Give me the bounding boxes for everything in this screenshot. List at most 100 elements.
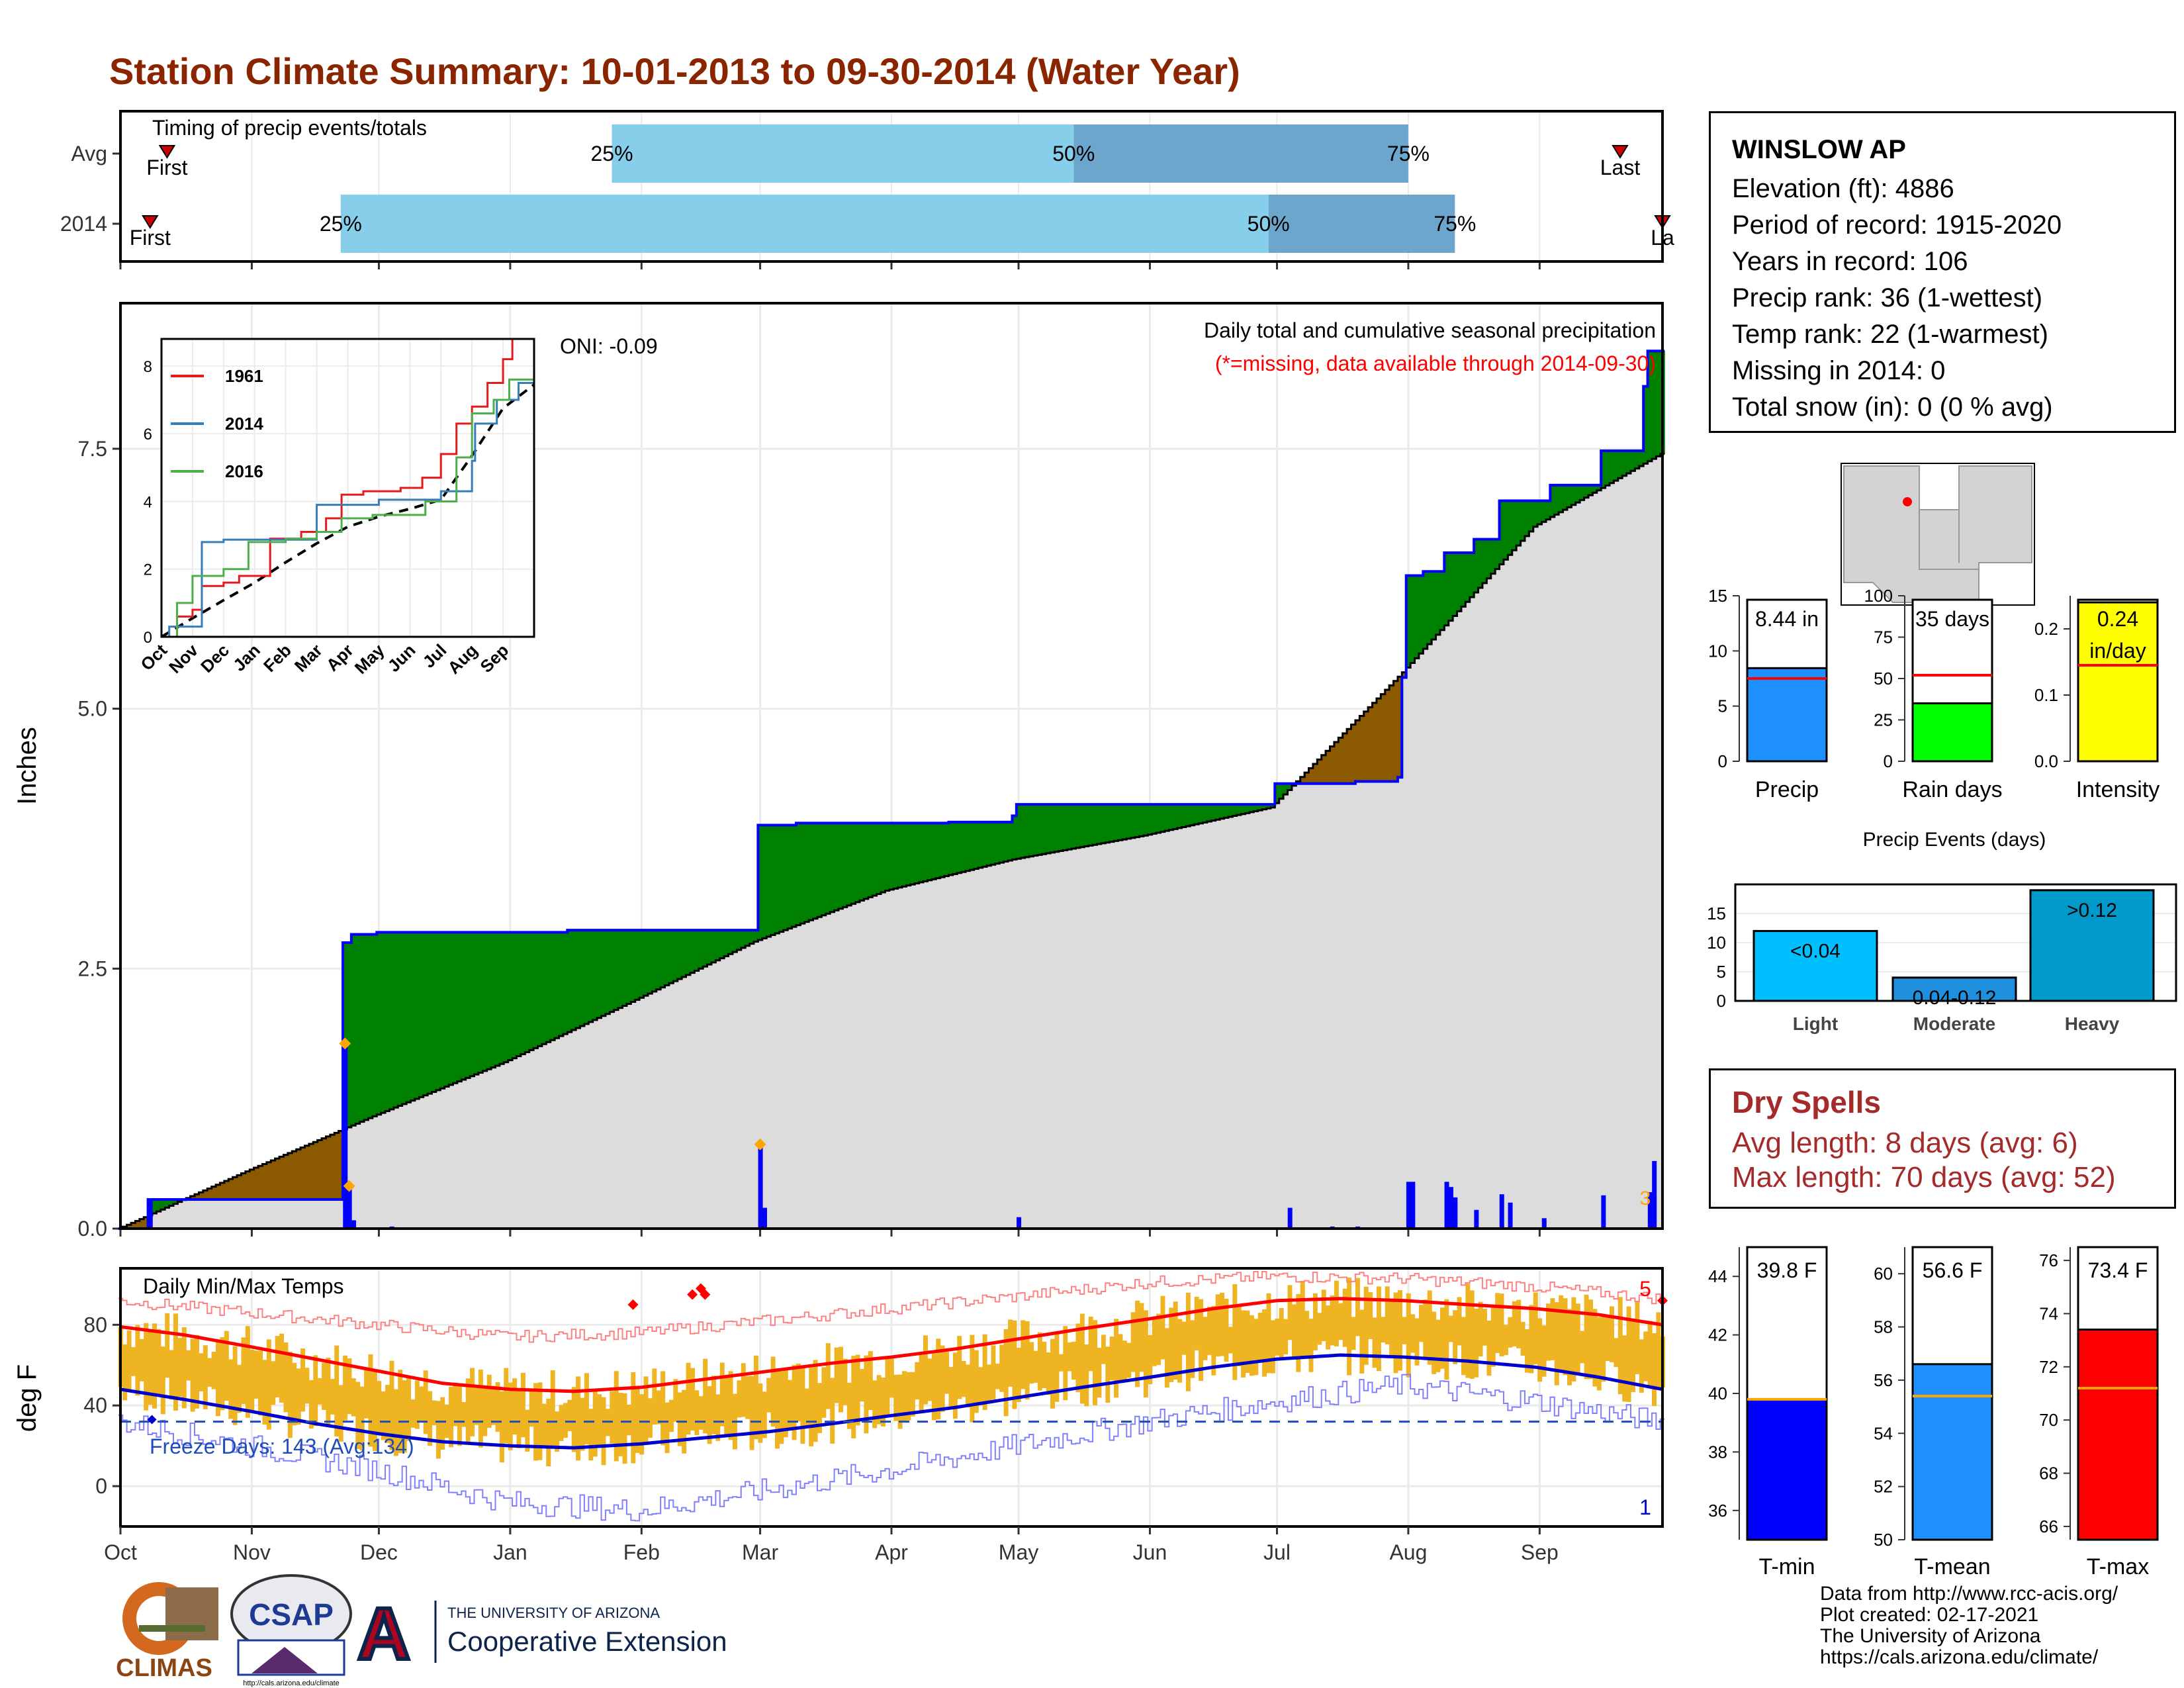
dry-spells-avg: Avg length: 8 days (avg: 6) (1732, 1127, 2078, 1159)
wet-anomaly-bar (516, 932, 522, 1056)
wet-anomaly-bar (541, 932, 547, 1045)
event-category: Heavy (2065, 1013, 2120, 1034)
daily-temp-range (1177, 1319, 1183, 1383)
daily-temp-range (1545, 1303, 1551, 1361)
dry-spells-box: Dry Spells Avg length: 8 days (avg: 6) M… (1709, 1068, 2176, 1209)
daily-temp-range (537, 1382, 543, 1460)
dry-anomaly-bar (287, 1152, 293, 1200)
daily-temp-range (1143, 1310, 1148, 1398)
precip-ytick-label: 0.0 (78, 1217, 107, 1241)
summary-ytick-label: 0 (1718, 751, 1727, 771)
daily-temp-range (597, 1394, 602, 1446)
wet-anomaly-bar (1482, 539, 1487, 583)
wet-anomaly-bar (719, 930, 725, 959)
temp-bar-ytick-label: 58 (1874, 1317, 1893, 1337)
wet-anomaly-bar (1524, 500, 1529, 536)
wet-anomaly-bar (817, 823, 822, 917)
daily-temp-range (1152, 1317, 1157, 1366)
wet-anomaly-bar (423, 932, 428, 1096)
daily-temp-range (368, 1354, 373, 1447)
wet-anomaly-bar (559, 932, 564, 1037)
daily-temp-range (610, 1391, 615, 1444)
daily-temp-range (1444, 1299, 1449, 1380)
daily-temp-range (1567, 1309, 1572, 1385)
daily-temp-range (326, 1357, 331, 1427)
avg-cumulative-area (120, 453, 1662, 1229)
daily-temp-range (1194, 1296, 1199, 1350)
wet-anomaly-bar (1554, 485, 1559, 515)
daily-temp-range (952, 1352, 958, 1419)
inset-legend-label: 1961 (225, 366, 263, 386)
wet-anomaly-bar (1050, 804, 1056, 853)
timing-bar-50-75 (1073, 124, 1408, 183)
daily-temp-range (541, 1403, 547, 1446)
month-axis: Oct Nov Dec Jan Feb Mar Apr May Jun Jul Aug Sep (104, 1526, 1559, 1564)
daily-temp-range (216, 1342, 221, 1417)
dry-anomaly-bar (1304, 773, 1310, 784)
wet-anomaly-bar (732, 930, 737, 953)
wet-anomaly-bar (1173, 804, 1178, 829)
wet-anomaly-bar (1639, 451, 1644, 467)
wet-anomaly-bar (1012, 816, 1017, 860)
wet-anomaly-bar (512, 932, 518, 1058)
daily-temp-range (279, 1333, 285, 1403)
daily-temp-range (169, 1350, 174, 1400)
daily-temp-range (1559, 1295, 1564, 1372)
timing-pct-label: 25% (320, 212, 362, 236)
summary-ytick-label: 25 (1874, 710, 1893, 730)
daily-temp-range (211, 1352, 216, 1389)
wet-anomaly-bar (707, 930, 712, 965)
daily-temp-range (1114, 1319, 1119, 1398)
wet-anomaly-bar (1021, 804, 1026, 859)
daily-temp-range (1414, 1318, 1420, 1366)
dry-anomaly-bar (139, 1219, 144, 1229)
daily-temp-range (432, 1400, 437, 1426)
daily-temp-range (1418, 1305, 1424, 1342)
daily-temp-range (838, 1346, 843, 1413)
wet-anomaly-bar (893, 823, 899, 889)
wet-anomaly-bar (682, 930, 687, 977)
wet-anomaly-bar (770, 825, 776, 935)
daily-temp-range (923, 1335, 929, 1405)
daily-temp-range (1003, 1329, 1009, 1417)
daily-temp-range (1338, 1303, 1343, 1340)
daily-temp-range (673, 1379, 678, 1422)
wet-anomaly-bar (605, 930, 610, 1014)
daily-temp-range (1033, 1350, 1038, 1383)
wet-anomaly-bar (160, 1199, 165, 1210)
wet-anomaly-bar (1418, 575, 1424, 654)
record-min-line (118, 1374, 1665, 1522)
wet-anomaly-bar (779, 825, 784, 932)
wet-anomaly-bar (889, 823, 894, 890)
wet-anomaly-bar (1647, 351, 1653, 461)
daily-precip-bar (1410, 1182, 1416, 1229)
daily-temp-range (1206, 1307, 1212, 1356)
inset-series-line (161, 362, 535, 638)
daily-temp-range (1448, 1315, 1453, 1342)
daily-temp-range (991, 1345, 996, 1400)
daily-temp-range (364, 1367, 369, 1419)
wet-anomaly-bar (978, 821, 983, 868)
daily-temp-range (893, 1374, 899, 1421)
wet-anomaly-bar (1453, 552, 1458, 616)
summary-ytick-label: 5 (1718, 696, 1727, 716)
month-label: Oct (104, 1540, 137, 1564)
daily-precip-bar (148, 1199, 153, 1229)
wet-anomaly-bar (1541, 500, 1547, 522)
dry-anomaly-bar (224, 1181, 229, 1200)
daily-temp-range (622, 1393, 627, 1464)
dry-anomaly-bar (317, 1140, 322, 1200)
daily-temp-range (1524, 1329, 1529, 1373)
daily-temp-range (470, 1368, 475, 1436)
wet-anomaly-bar (1432, 571, 1437, 639)
daily-temp-range (1122, 1340, 1127, 1382)
daily-temp-range (406, 1378, 412, 1441)
station-name: WINSLOW AP (1732, 135, 1906, 164)
record-max-line (118, 1270, 1665, 1343)
daily-temp-range (694, 1390, 700, 1435)
daily-temp-range (626, 1404, 631, 1436)
precip-events: Precip Events (days) 0 5 10 15 <0.04 Light 0.04… (1707, 829, 2177, 1034)
daily-precip-bar (1287, 1207, 1293, 1229)
wet-anomaly-bar (902, 823, 907, 887)
daily-temp-range (940, 1345, 945, 1412)
